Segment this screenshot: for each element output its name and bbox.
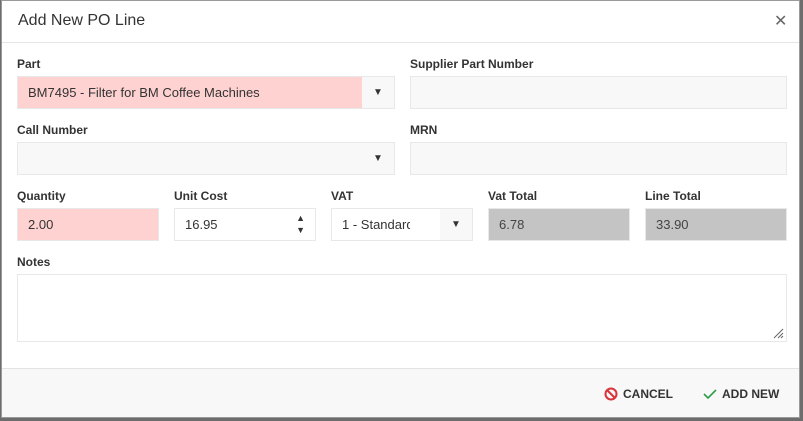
line-total-field: 33.90 <box>645 208 787 241</box>
close-icon[interactable]: ✕ <box>774 13 788 30</box>
vat-total-field: 6.78 <box>488 208 630 241</box>
part-value: BM7495 - Filter for BM Coffee Machines <box>28 85 260 100</box>
part-select[interactable]: BM7495 - Filter for BM Coffee Machines ▼ <box>17 76 395 109</box>
vat-total-label: Vat Total <box>488 189 538 203</box>
supplier-part-number-input[interactable] <box>410 76 787 109</box>
dialog-title: Add New PO Line <box>18 12 146 29</box>
cancel-label: CANCEL <box>623 387 673 401</box>
call-number-select[interactable]: ▼ <box>17 142 395 175</box>
notes-label: Notes <box>17 255 51 269</box>
cancel-button[interactable]: CANCEL <box>604 387 673 401</box>
chevron-down-icon[interactable]: ▼ <box>362 77 394 108</box>
quantity-label: Quantity <box>17 189 66 203</box>
vat-value: 1 - Standard <box>342 217 410 232</box>
supplier-part-number-label: Supplier Part Number <box>410 57 534 71</box>
chevron-down-icon[interactable]: ▼ <box>440 209 472 240</box>
cancel-icon <box>604 387 618 401</box>
mrn-input[interactable] <box>410 142 787 175</box>
vat-label: VAT <box>331 189 354 203</box>
spinner-arrows-icon[interactable]: ▲ ▼ <box>296 213 305 235</box>
add-new-label: ADD NEW <box>722 387 780 401</box>
unit-cost-label: Unit Cost <box>174 189 228 203</box>
unit-cost-value: 16.95 <box>185 217 218 232</box>
dialog-footer: CANCEL ADD NEW <box>2 368 799 417</box>
unit-cost-input[interactable]: 16.95 ▲ ▼ <box>174 208 316 241</box>
chevron-down-icon[interactable]: ▼ <box>362 143 394 174</box>
part-label: Part <box>17 57 41 71</box>
resize-handle-icon[interactable] <box>772 327 784 339</box>
header-divider <box>2 42 799 43</box>
check-icon <box>703 389 717 400</box>
quantity-input[interactable]: 2.00 <box>17 208 159 241</box>
notes-textarea[interactable] <box>17 274 787 342</box>
vat-select[interactable]: 1 - Standard ▼ <box>331 208 473 241</box>
add-new-button[interactable]: ADD NEW <box>703 387 779 401</box>
mrn-label: MRN <box>410 123 438 137</box>
call-number-label: Call Number <box>17 123 88 137</box>
line-total-label: Line Total <box>645 189 701 203</box>
